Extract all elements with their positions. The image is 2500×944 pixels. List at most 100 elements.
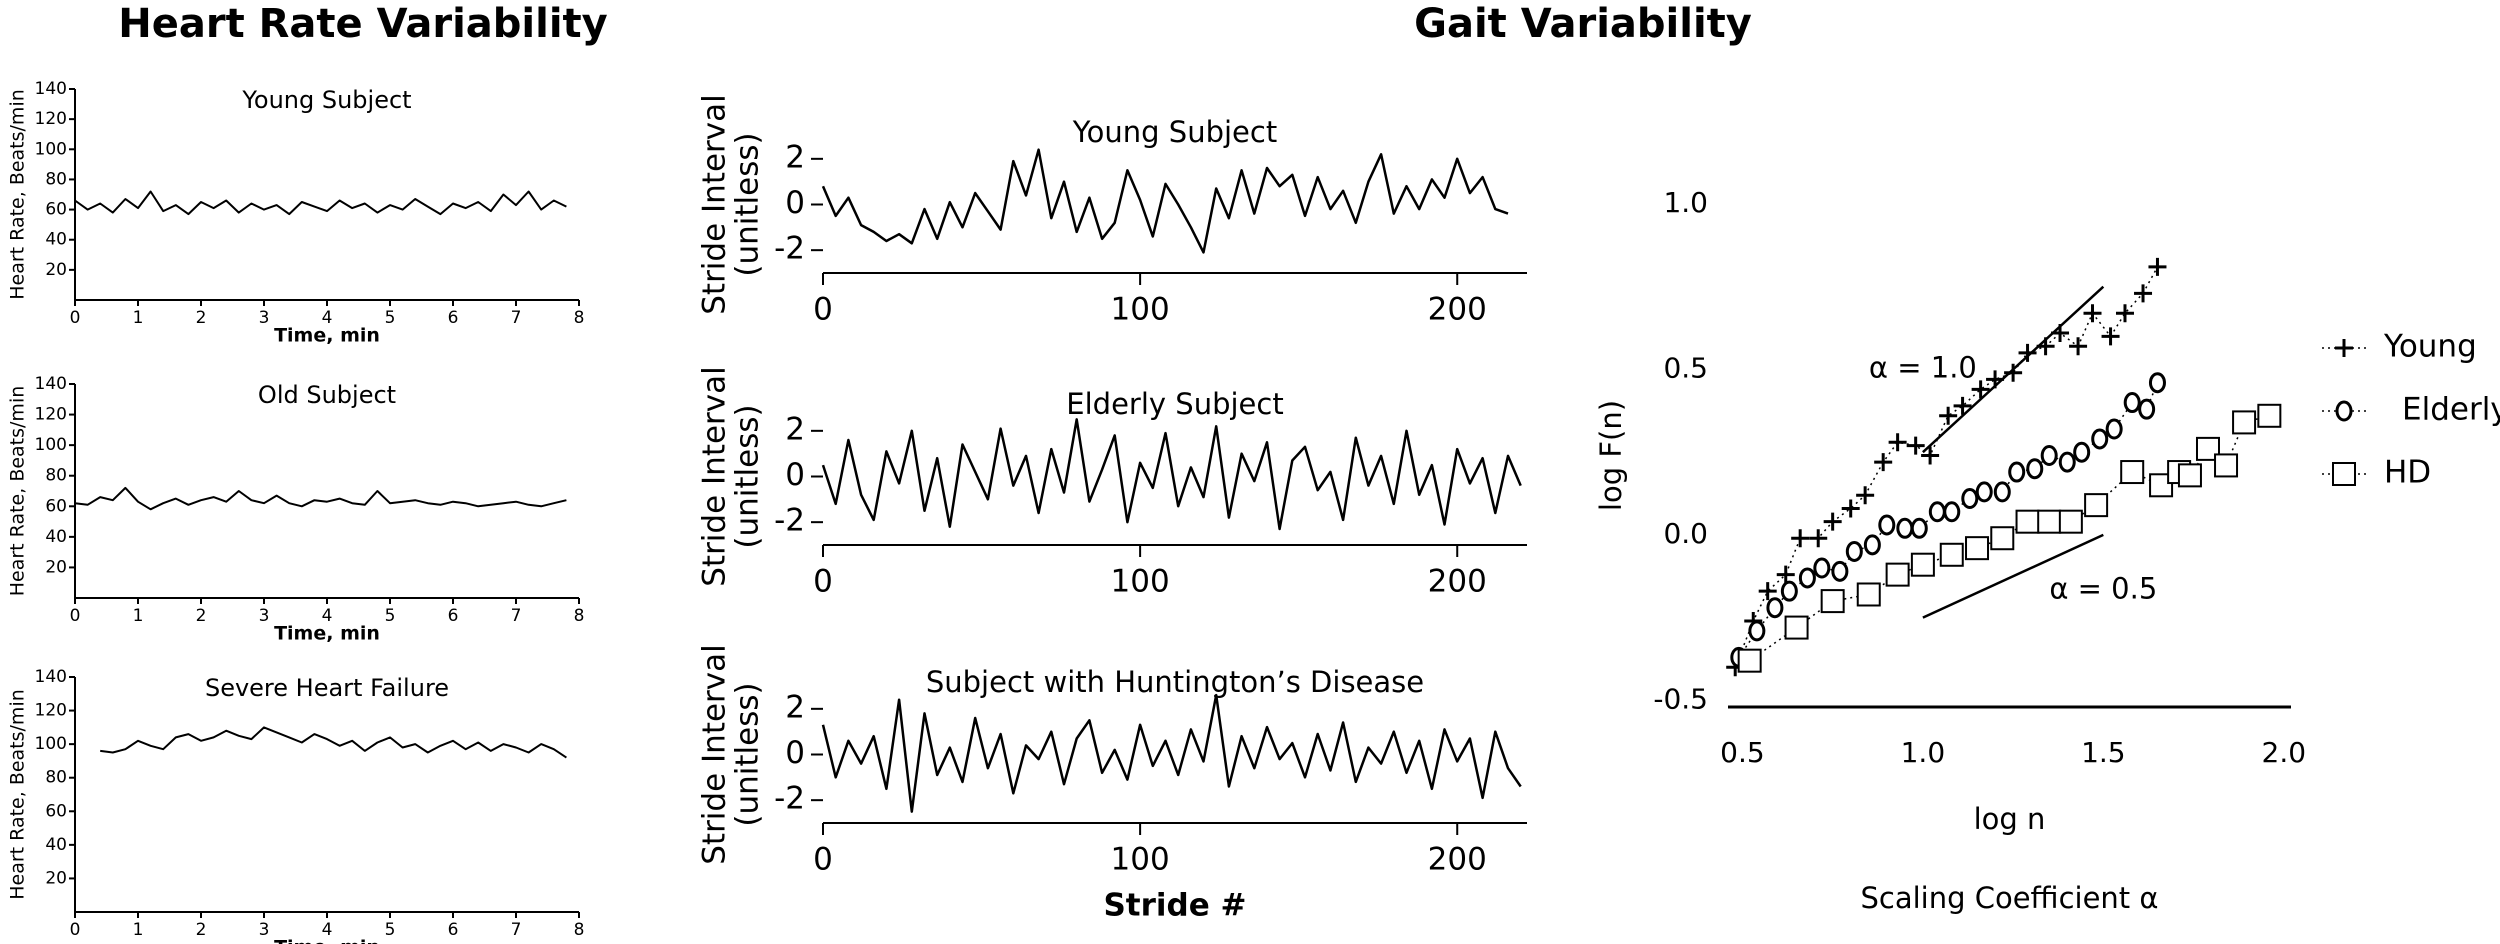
x-tick-label: 7 xyxy=(511,308,522,328)
marker-circle xyxy=(2123,392,2141,414)
x-tick-label: 1.0 xyxy=(1901,736,1946,769)
x-tick-label: 0 xyxy=(813,564,833,600)
marker-plus xyxy=(1791,529,1810,548)
reference-line xyxy=(1922,533,2104,619)
chart-title: Young Subject xyxy=(1072,115,1277,149)
marker-circle xyxy=(1748,620,1766,642)
y-tick-label: 0 xyxy=(785,735,805,771)
marker-square xyxy=(1965,536,1990,561)
marker-plus xyxy=(2148,257,2167,276)
caption: Scaling Coefficient α xyxy=(1860,881,2158,915)
x-tick-label: 8 xyxy=(574,606,585,626)
y-tick-label: 120 xyxy=(35,701,67,721)
y-tick-label: -2 xyxy=(774,503,805,539)
x-tick-label: 7 xyxy=(511,606,522,626)
marker-circle xyxy=(2058,451,2076,473)
y-tick-label: 20 xyxy=(45,557,67,577)
y-tick-label: -0.5 xyxy=(1653,682,1708,715)
data-line xyxy=(74,190,567,216)
y-tick-label: 140 xyxy=(35,374,67,394)
marker-square xyxy=(1885,562,1910,587)
marker-plus xyxy=(1939,406,1958,425)
marker-square xyxy=(2149,473,2174,498)
marker-plus xyxy=(1874,453,1893,472)
marker-plus xyxy=(1953,396,1972,415)
marker-circle xyxy=(2073,441,2091,463)
chart-title: Old Subject xyxy=(258,381,396,409)
x-tick-label: 4 xyxy=(322,308,333,328)
x-axis-label: Time, min xyxy=(274,623,380,645)
marker-circle xyxy=(2026,458,2044,480)
marker-circle xyxy=(1928,501,1946,523)
x-tick-label: 200 xyxy=(1428,564,1487,600)
connector-line xyxy=(1734,266,2159,668)
marker-circle xyxy=(2040,445,2058,466)
x-tick-label: 8 xyxy=(574,308,585,328)
x-tick-label: 3 xyxy=(259,920,270,940)
data-line xyxy=(821,148,1509,254)
y-tick-label: 0 xyxy=(785,457,805,493)
chart-title: Severe Heart Failure xyxy=(205,674,449,702)
marker-square xyxy=(1737,648,1762,673)
marker-circle xyxy=(1845,540,1863,562)
chart-title: Elderly Subject xyxy=(1066,387,1283,421)
y-axis-label: Stride Interval xyxy=(697,94,733,315)
y-tick-label: 2 xyxy=(785,689,805,725)
x-tick-label: 5 xyxy=(385,308,396,328)
data-line xyxy=(821,418,1522,531)
marker-plus xyxy=(2083,304,2102,323)
marker-plus xyxy=(1841,499,1860,518)
x-tick-label: 2 xyxy=(196,308,207,328)
x-tick-label: 0 xyxy=(813,292,833,328)
data-line xyxy=(100,726,567,759)
y-tick-label: 0 xyxy=(785,185,805,221)
x-axis-label: Stride # xyxy=(1103,888,1246,924)
x-tick-label: 2.0 xyxy=(2262,736,2307,769)
marker-plus xyxy=(1809,529,1828,548)
marker-square xyxy=(1910,552,1935,577)
marker-circle xyxy=(1910,517,1928,539)
marker-plus xyxy=(1971,380,1990,399)
marker-plus xyxy=(2101,327,2120,346)
marker-circle xyxy=(1798,567,1816,589)
x-axis-label: log n xyxy=(1974,802,2046,836)
x-tick-label: 6 xyxy=(448,920,459,940)
y-tick-label: 100 xyxy=(35,139,67,159)
marker-square xyxy=(1820,589,1845,614)
marker-square xyxy=(2232,410,2257,435)
y-tick-label: 0.5 xyxy=(1663,351,1708,384)
x-tick-label: 1.5 xyxy=(2081,736,2126,769)
reference-line xyxy=(1922,285,2105,454)
x-tick-label: 1 xyxy=(133,606,144,626)
x-tick-label: 3 xyxy=(259,308,270,328)
marker-square xyxy=(2177,463,2202,488)
marker-circle xyxy=(2105,418,2123,440)
y-tick-label: 20 xyxy=(45,260,67,280)
marker-circle xyxy=(1975,481,1993,503)
x-tick-label: 1 xyxy=(133,308,144,328)
x-tick-label: 6 xyxy=(448,606,459,626)
x-tick-label: 3 xyxy=(259,606,270,626)
y-axis-label: Heart Rate, Beats/min xyxy=(7,689,29,900)
reference-label: α = 0.5 xyxy=(2049,571,2157,605)
marker-circle xyxy=(1961,488,1979,510)
data-line xyxy=(821,693,1522,813)
y-tick-label: 100 xyxy=(35,435,67,455)
x-tick-label: 5 xyxy=(385,606,396,626)
y-tick-label: 60 xyxy=(45,200,67,220)
x-tick-label: 200 xyxy=(1428,292,1487,328)
marker-square xyxy=(2214,453,2239,478)
x-tick-label: 0 xyxy=(70,920,81,940)
marker-square xyxy=(2257,403,2282,428)
data-line xyxy=(74,486,567,511)
marker-square xyxy=(1856,582,1881,607)
marker-square xyxy=(2084,493,2109,518)
marker-circle xyxy=(2138,398,2156,420)
marker-circle xyxy=(2335,400,2353,422)
marker-circle xyxy=(1766,597,1784,619)
x-tick-label: 0.5 xyxy=(1720,736,1765,769)
y-axis-label: Heart Rate, Beats/min xyxy=(7,386,29,597)
marker-square xyxy=(2015,509,2040,534)
y-axis-label: (unitless) xyxy=(730,682,766,826)
y-tick-label: 140 xyxy=(35,667,67,687)
